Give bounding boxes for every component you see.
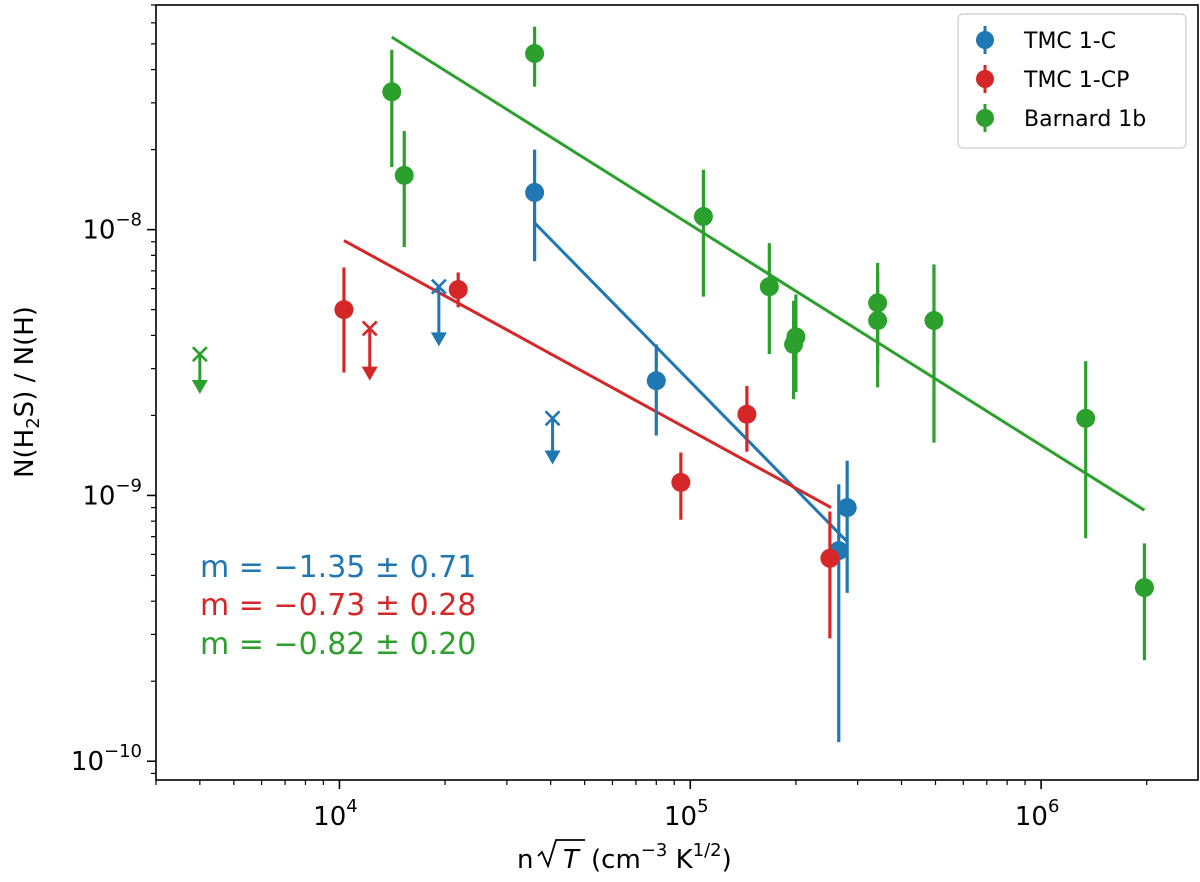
legend-marker bbox=[976, 65, 994, 93]
data-point bbox=[924, 311, 944, 331]
legend-marker bbox=[976, 26, 994, 54]
slope-label-tmc1c: m = −1.35 ± 0.71 bbox=[200, 550, 476, 585]
data-point bbox=[671, 472, 691, 492]
data-point bbox=[448, 280, 468, 300]
fit-line bbox=[343, 239, 832, 509]
legend-marker bbox=[976, 104, 994, 132]
x-label-sqrt-symbol bbox=[537, 839, 585, 869]
legend-marker-dot bbox=[976, 109, 994, 127]
data-point bbox=[837, 498, 857, 518]
legend-label-tmc1cp: TMC 1-CP bbox=[1023, 68, 1129, 93]
x-tick-label: 105 bbox=[664, 796, 709, 832]
x-label-unit-post: ) bbox=[722, 845, 732, 875]
data-point bbox=[525, 43, 545, 63]
y-tick-label: 10−9 bbox=[82, 475, 142, 511]
upper-limit-arrow-head bbox=[191, 379, 208, 394]
x-label-unit-pre: (cm bbox=[591, 845, 641, 875]
y-tick-label: 10−10 bbox=[71, 741, 142, 777]
upper-limit-marker bbox=[544, 410, 561, 465]
y-tick-exp: −9 bbox=[115, 475, 142, 496]
y-label-post: S) / N(H) bbox=[10, 306, 40, 417]
y-tick-base: 10 bbox=[82, 481, 115, 511]
slope-label-tmc1cp: m = −0.73 ± 0.28 bbox=[200, 588, 476, 623]
data-point bbox=[737, 404, 757, 424]
x-tick-base: 10 bbox=[313, 802, 346, 832]
legend-label-tmc1c: TMC 1-C bbox=[1023, 29, 1116, 54]
data-point bbox=[525, 182, 545, 202]
y-tick-base: 10 bbox=[82, 216, 115, 246]
upper-limit-arrow-head bbox=[544, 450, 561, 465]
upper-limit-marker bbox=[361, 320, 378, 381]
data-point bbox=[759, 277, 779, 297]
x-label-T: T bbox=[563, 845, 581, 875]
data-point bbox=[1076, 408, 1096, 428]
x-tick-exp: 4 bbox=[346, 796, 357, 817]
y-label-pre: N(H bbox=[10, 429, 40, 478]
y-tick-exp: −10 bbox=[104, 741, 142, 762]
legend: TMC 1-C TMC 1-CP Barnard 1b bbox=[957, 13, 1187, 149]
data-point bbox=[868, 311, 888, 331]
data-point bbox=[646, 371, 666, 391]
x-label-exp2: 1/2 bbox=[693, 840, 722, 861]
x-label-n: n bbox=[517, 845, 533, 875]
x-label-exp1: −3 bbox=[641, 840, 668, 861]
y-tick-exp: −8 bbox=[115, 210, 142, 231]
y-tick-label: 10−8 bbox=[82, 210, 142, 246]
legend-marker-dot bbox=[976, 31, 994, 49]
upper-limit-marker bbox=[430, 278, 447, 347]
legend-box bbox=[957, 13, 1187, 149]
data-point bbox=[786, 327, 806, 347]
data-marks bbox=[191, 26, 1154, 743]
data-point bbox=[394, 165, 414, 185]
x-tick-base: 10 bbox=[1015, 802, 1048, 832]
fit-line bbox=[533, 221, 849, 543]
x-tick-label: 104 bbox=[313, 796, 358, 832]
x-label-unit-mid: K bbox=[667, 845, 693, 875]
data-point bbox=[820, 548, 840, 568]
y-tick-base: 10 bbox=[71, 747, 104, 777]
slope-label-barnard1b: m = −0.82 ± 0.20 bbox=[200, 627, 476, 662]
y-axis-label: N(H2S) / N(H) bbox=[10, 306, 44, 478]
upper-limit-arrow-head bbox=[361, 366, 378, 381]
svg-text:(cm−3 K1/2): (cm−3 K1/2) bbox=[591, 840, 732, 875]
x-tick-exp: 6 bbox=[1048, 796, 1059, 817]
data-point bbox=[693, 207, 713, 227]
x-tick-exp: 5 bbox=[697, 796, 708, 817]
x-tick-base: 10 bbox=[664, 802, 697, 832]
data-point bbox=[1134, 578, 1154, 598]
plot-frame bbox=[155, 4, 1199, 781]
x-tick-label: 106 bbox=[1015, 796, 1060, 832]
legend-label-barnard1b: Barnard 1b bbox=[1024, 107, 1146, 132]
data-point bbox=[382, 82, 402, 102]
upper-limit-arrow-head bbox=[430, 332, 447, 347]
svg-text:n: n bbox=[517, 845, 533, 875]
data-point bbox=[334, 300, 354, 320]
legend-marker-dot bbox=[976, 70, 994, 88]
upper-limit-marker bbox=[191, 346, 208, 394]
y-label-sub: 2 bbox=[23, 417, 44, 428]
x-axis-label: n T (cm−3 K1/2) bbox=[517, 839, 732, 875]
